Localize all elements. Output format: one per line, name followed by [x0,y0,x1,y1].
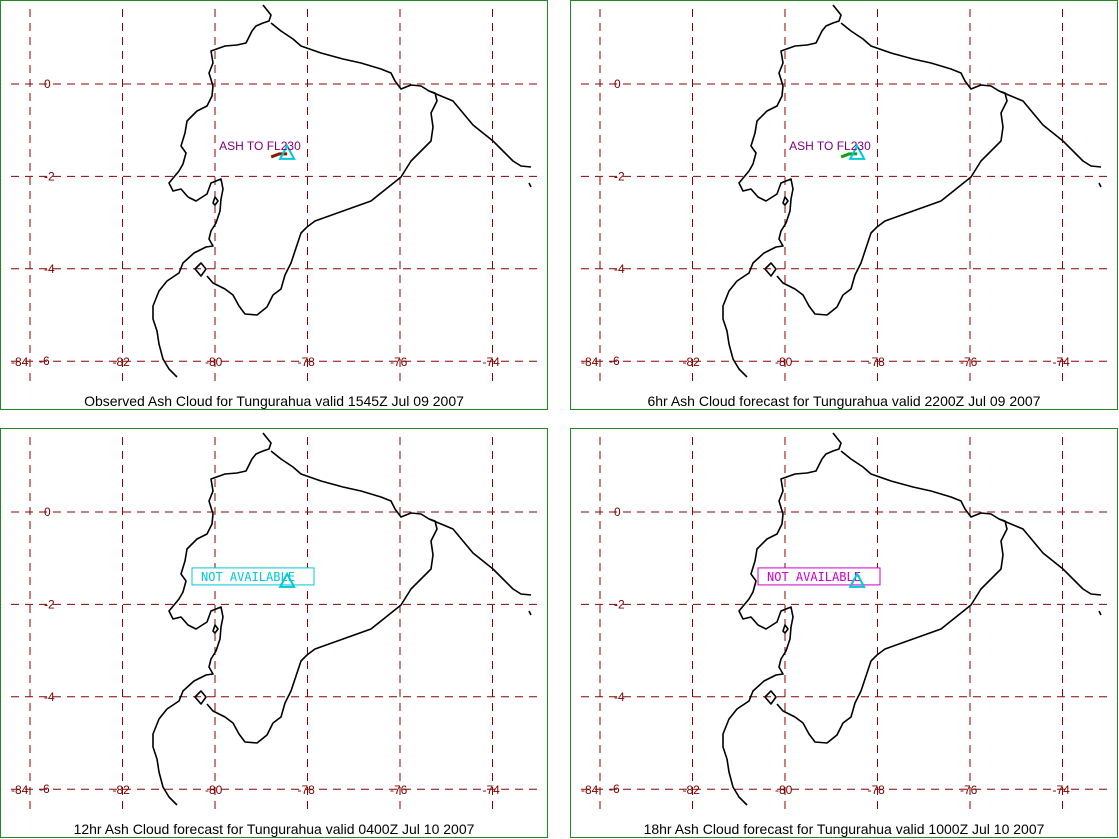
ash-height-label: ASH TO FL230 [219,139,301,153]
island-outline [212,624,219,634]
lon-tick-label: -76 [390,783,408,797]
lat-tick-label: -2 [44,597,55,611]
not-available-label: NOT AVAILABLE [767,570,861,584]
panel-18hr: 0 -2 -4 -6 -84 -82 -80 -78 -76 -74 NOT AVAILABLE 18… [570,428,1118,838]
coastline [152,432,532,806]
lat-tick-label: 0 [614,505,621,519]
ash-plume [270,152,288,159]
volcano-icon [278,143,296,160]
lat-tick-label: 0 [44,77,51,91]
island-outline [764,262,777,277]
lon-tick-label: -78 [298,783,316,797]
lat-tick-label: -6 [609,782,620,796]
lon-tick-label: -82 [683,783,701,797]
lat-tick-label: -6 [39,354,50,368]
lat-lon-grid [581,437,1109,809]
lat-tick-label: -6 [39,782,50,796]
island-outline [782,624,789,634]
coastline [152,4,532,378]
volcano-icon [278,571,296,588]
lat-tick-label: -2 [44,169,55,183]
lon-tick-label: -76 [390,355,408,369]
lon-tick-label: -74 [483,355,501,369]
island-outline [194,262,207,277]
lon-tick-label: -84 [11,355,29,369]
panel-caption: 18hr Ash Cloud forecast for Tungurahua v… [643,821,1045,837]
volcano-icon [848,143,866,160]
lon-tick-label: -82 [683,355,701,369]
panel-caption: 6hr Ash Cloud forecast for Tungurahua va… [647,393,1041,409]
not-available-box [757,567,881,586]
lon-tick-label: -82 [113,355,131,369]
panel-caption: 12hr Ash Cloud forecast for Tungurahua v… [73,821,475,837]
lon-tick-label: -80 [775,355,793,369]
island-outline [782,196,789,206]
lat-lon-grid [11,437,539,809]
lon-tick-label: -76 [960,783,978,797]
lon-tick-label: -84 [581,783,599,797]
lon-tick-label: -74 [1053,783,1071,797]
lon-tick-label: -78 [868,355,886,369]
lon-tick-label: -82 [113,783,131,797]
map-svg: 0 -2 -4 -6 -84 -82 -80 -78 -76 -74 NOT AVAILABLE [11,432,539,809]
lat-lon-grid [581,9,1109,381]
lon-tick-label: -84 [11,783,29,797]
panel-observed: 0 -2 -4 -6 -84 -82 -80 -78 -76 -74 ASH TO FL230 Obs… [0,0,548,410]
lat-tick-label: -4 [44,690,55,704]
lat-tick-label: 0 [614,77,621,91]
ash-plume [840,152,858,159]
lat-tick-label: -4 [614,262,625,276]
panel-12hr: 0 -2 -4 -6 -84 -82 -80 -78 -76 -74 NOT AVAILABLE 12… [0,428,548,838]
island-outline [764,690,777,705]
lon-tick-label: -80 [775,783,793,797]
not-available-label: NOT AVAILABLE [201,570,295,584]
panel-6hr: 0 -2 -4 -6 -84 -82 -80 -78 -76 -74 ASH TO FL230 6hr… [570,0,1118,410]
island-outline [194,690,207,705]
coastline [722,4,1102,378]
lat-tick-label: -4 [614,690,625,704]
lon-tick-label: -78 [868,783,886,797]
lon-tick-label: -78 [298,355,316,369]
island-outline [212,196,219,206]
lat-tick-label: -6 [609,354,620,368]
lon-tick-label: -74 [1053,355,1071,369]
lat-tick-label: -4 [44,262,55,276]
map-svg: 0 -2 -4 -6 -84 -82 -80 -78 -76 -74 NOT AVAILABLE [581,432,1109,809]
lon-tick-label: -80 [205,783,223,797]
lat-tick-label: -2 [614,169,625,183]
panel-caption: Observed Ash Cloud for Tungurahua valid … [84,393,464,409]
lat-lon-grid [11,9,539,381]
lon-tick-label: -76 [960,355,978,369]
lon-tick-label: -84 [581,355,599,369]
map-svg: 0 -2 -4 -6 -84 -82 -80 -78 -76 -74 ASH TO FL230 [581,4,1109,381]
coastline [722,432,1102,806]
volcano-icon [848,571,866,588]
map-svg: 0 -2 -4 -6 -84 -82 -80 -78 -76 -74 ASH TO FL230 [11,4,539,381]
lon-tick-label: -80 [205,355,223,369]
lon-tick-label: -74 [483,783,501,797]
lat-tick-label: 0 [44,505,51,519]
lat-tick-label: -2 [614,597,625,611]
ash-height-label: ASH TO FL230 [789,139,871,153]
